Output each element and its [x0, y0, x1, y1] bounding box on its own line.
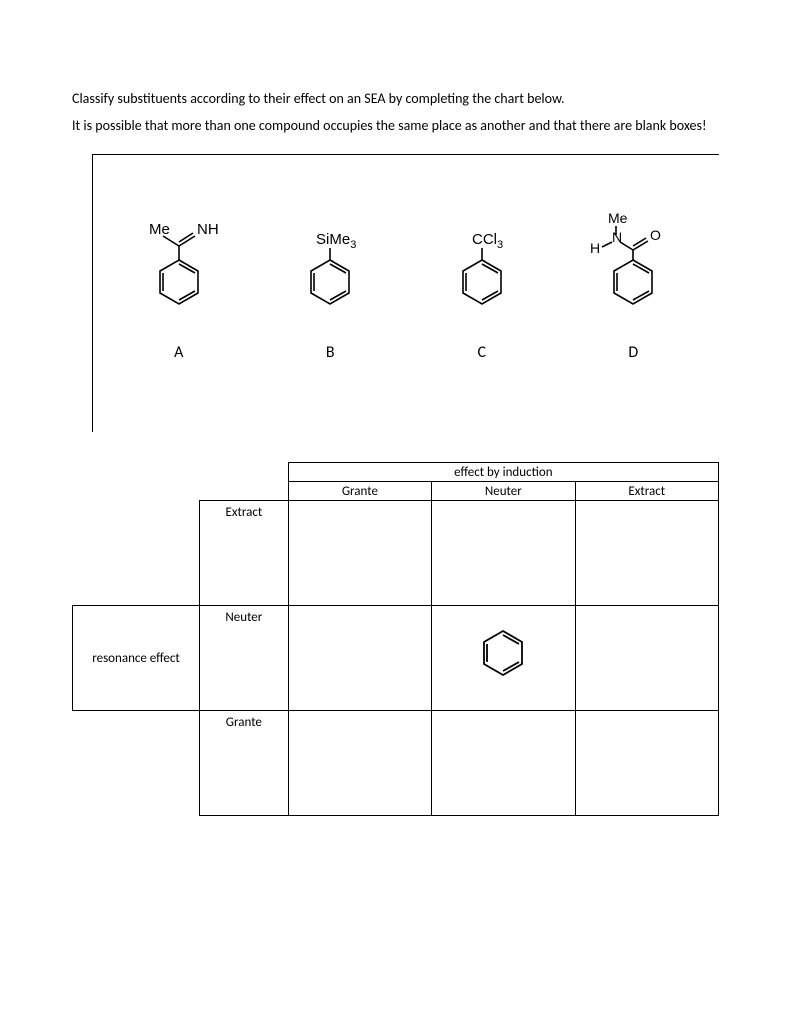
compound-letter-b: B — [255, 343, 407, 362]
compound-c-sub: CCl3 — [472, 231, 503, 251]
benzene-icon — [473, 621, 533, 691]
compound-letter-d: D — [558, 343, 710, 362]
cell-0-0[interactable] — [288, 501, 431, 606]
row-head-1: Neuter — [200, 606, 289, 711]
row-head-2: Grante — [200, 711, 289, 816]
compounds-figure: Me NH A SiMe3 B — [92, 154, 719, 432]
row-group-header: resonance effect — [73, 606, 200, 711]
col-head-0: Grante — [288, 482, 431, 501]
question-line-2: It is possible that more than one compou… — [72, 115, 719, 136]
compound-b-svg: SiMe3 — [270, 210, 390, 320]
compound-d: N Me H O D — [558, 210, 710, 362]
col-head-1: Neuter — [432, 482, 575, 501]
col-group-header: effect by induction — [288, 463, 718, 482]
cell-2-2[interactable] — [575, 711, 718, 816]
compound-d-svg: N Me H O — [568, 210, 698, 320]
row-head-0: Extract — [200, 501, 289, 606]
compound-letter-a: A — [103, 343, 255, 362]
cell-1-1[interactable] — [432, 606, 575, 711]
compound-a-svg: Me NH — [119, 210, 239, 320]
compound-d-o: O — [650, 227, 661, 243]
compound-c: CCl3 C — [406, 210, 558, 362]
compound-c-svg: CCl3 — [422, 210, 542, 320]
compound-b: SiMe3 B — [255, 210, 407, 362]
compound-d-n: N — [612, 229, 622, 245]
cell-1-2[interactable] — [575, 606, 718, 711]
compound-d-h: H — [590, 240, 600, 256]
cell-2-0[interactable] — [288, 711, 431, 816]
compounds-row: Me NH A SiMe3 B — [103, 210, 709, 362]
page: Classify substituents according to their… — [0, 0, 791, 846]
cell-2-1[interactable] — [432, 711, 575, 816]
compound-b-sub: SiMe3 — [316, 231, 356, 251]
col-head-2: Extract — [575, 482, 718, 501]
cell-0-2[interactable] — [575, 501, 718, 606]
classification-table: effect by induction Grante Neuter Extrac… — [72, 462, 719, 816]
question-line-1: Classify substituents according to their… — [72, 88, 719, 109]
compound-d-me: Me — [608, 210, 628, 226]
compound-a: Me NH A — [103, 210, 255, 362]
compound-a-me-label: Me — [149, 221, 170, 238]
compound-letter-c: C — [406, 343, 558, 362]
cell-0-1[interactable] — [432, 501, 575, 606]
cell-1-0[interactable] — [288, 606, 431, 711]
compound-a-nh-label: NH — [197, 221, 219, 238]
